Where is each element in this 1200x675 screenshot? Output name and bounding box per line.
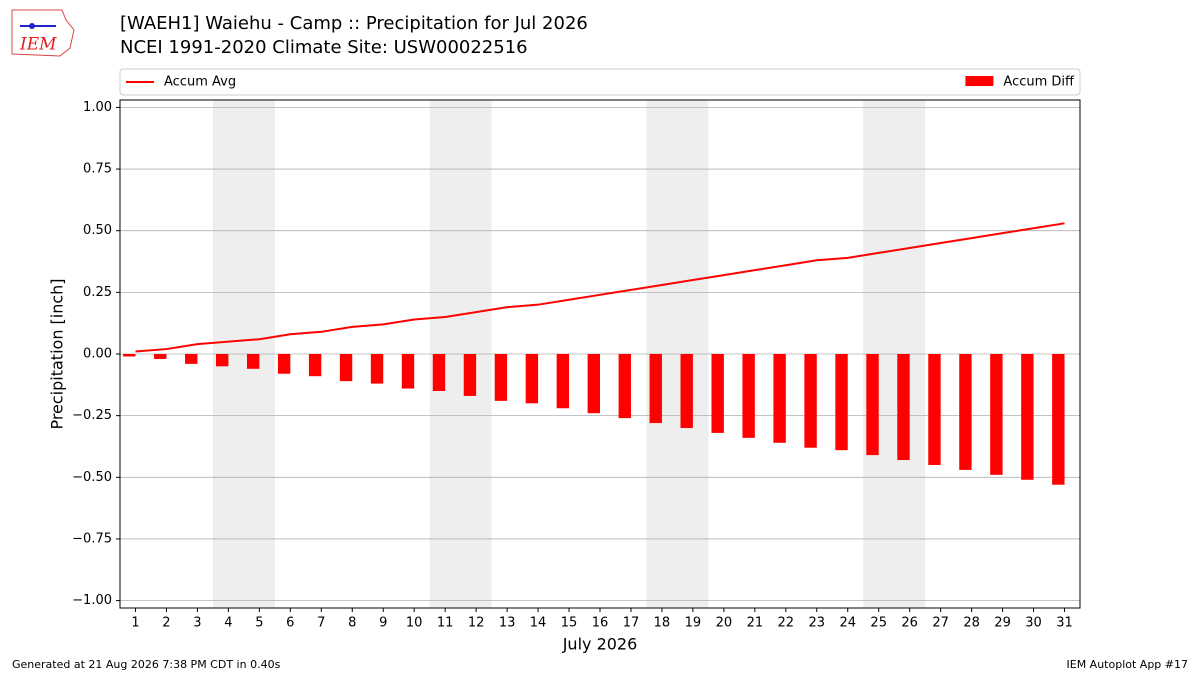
bar bbox=[959, 354, 972, 470]
x-tick-label: 6 bbox=[286, 616, 294, 631]
chart-title: [WAEH1] Waiehu - Camp :: Precipitation f… bbox=[120, 13, 588, 34]
x-tick-label: 3 bbox=[193, 616, 201, 631]
bar bbox=[680, 354, 693, 428]
bar bbox=[928, 354, 941, 465]
x-tick-label: 12 bbox=[468, 616, 485, 631]
bar bbox=[525, 354, 539, 404]
footer-left: Generated at 21 Aug 2026 7:38 PM CDT in … bbox=[12, 658, 281, 671]
line bbox=[135, 222, 1065, 353]
bar bbox=[246, 354, 260, 369]
logo: IEM bbox=[11, 9, 75, 57]
bar bbox=[804, 354, 817, 448]
x-tick-label: 21 bbox=[747, 616, 764, 631]
x-tick-label: 26 bbox=[901, 616, 918, 631]
x-tick-label: 9 bbox=[379, 616, 387, 631]
x-tick-label: 4 bbox=[224, 616, 232, 631]
y-tick-label: −0.75 bbox=[72, 531, 112, 546]
legend-swatch bbox=[965, 76, 994, 86]
x-tick-label: 10 bbox=[406, 616, 423, 631]
x-tick-label: 31 bbox=[1056, 616, 1073, 631]
logo-icon bbox=[29, 23, 35, 29]
y-tick-label: 1.00 bbox=[83, 100, 112, 115]
bar bbox=[1052, 354, 1065, 485]
x-tick-label: 5 bbox=[255, 616, 263, 631]
bar bbox=[463, 354, 477, 396]
x-tick-label: 25 bbox=[870, 616, 887, 631]
legend-label: Accum Diff bbox=[1003, 75, 1075, 90]
x-tick-label: 18 bbox=[654, 616, 671, 631]
bar bbox=[1021, 354, 1034, 480]
legend-label: Accum Avg bbox=[164, 75, 236, 90]
x-tick-label: 16 bbox=[592, 616, 609, 631]
bar bbox=[618, 354, 631, 419]
bar bbox=[897, 354, 910, 461]
bar bbox=[154, 354, 167, 359]
x-tick-label: 29 bbox=[994, 616, 1011, 631]
x-tick-label: 7 bbox=[317, 616, 325, 631]
x-tick-label: 19 bbox=[685, 616, 702, 631]
bar bbox=[432, 354, 446, 391]
bar bbox=[556, 354, 570, 409]
x-tick-label: 11 bbox=[437, 616, 454, 631]
y-tick-label: −0.50 bbox=[72, 470, 112, 485]
y-tick-label: −1.00 bbox=[72, 593, 112, 608]
footer-right: IEM Autoplot App #17 bbox=[1067, 658, 1189, 671]
x-tick-label: 15 bbox=[561, 616, 578, 631]
y-tick-label: 0.50 bbox=[83, 223, 112, 238]
bar bbox=[123, 354, 136, 357]
bar bbox=[990, 354, 1003, 475]
legend-box bbox=[119, 68, 1081, 96]
bar bbox=[835, 354, 848, 451]
bar bbox=[216, 354, 229, 367]
bar bbox=[185, 354, 198, 364]
bar bbox=[401, 354, 415, 389]
x-tick-label: 20 bbox=[716, 616, 733, 631]
logo-outline bbox=[11, 9, 75, 57]
x-tick-label: 27 bbox=[932, 616, 949, 631]
x-tick-label: 8 bbox=[348, 616, 356, 631]
x-tick-label: 17 bbox=[623, 616, 640, 631]
x-tick-label: 14 bbox=[530, 616, 547, 631]
x-tick-label: 13 bbox=[499, 616, 516, 631]
y-tick-label: 0.75 bbox=[83, 162, 112, 177]
chart-subtitle: NCEI 1991-2020 Climate Site: USW00022516 bbox=[120, 37, 528, 58]
bar bbox=[494, 354, 508, 401]
bar bbox=[339, 354, 353, 382]
x-tick-label: 1 bbox=[131, 616, 139, 631]
bar bbox=[711, 354, 724, 433]
x-tick-label: 2 bbox=[162, 616, 170, 631]
x-tick-label: 28 bbox=[963, 616, 980, 631]
bar bbox=[587, 354, 600, 414]
y-tick-label: −0.25 bbox=[72, 408, 112, 423]
x-axis-label: July 2026 bbox=[562, 635, 638, 654]
bar bbox=[742, 354, 755, 438]
bar bbox=[649, 354, 662, 424]
bar bbox=[866, 354, 879, 456]
logo-text: IEM bbox=[19, 35, 57, 55]
x-tick-label: 24 bbox=[839, 616, 856, 631]
y-tick-label: 0.00 bbox=[83, 347, 112, 362]
bar bbox=[277, 354, 291, 374]
y-axis-label: Precipitation [inch] bbox=[48, 278, 67, 429]
plot-frame bbox=[119, 99, 1081, 609]
x-tick-label: 23 bbox=[809, 616, 826, 631]
bar bbox=[308, 354, 322, 377]
x-tick-label: 22 bbox=[778, 616, 795, 631]
y-tick-label: 0.25 bbox=[83, 285, 112, 300]
bar bbox=[773, 354, 786, 443]
x-tick-label: 30 bbox=[1025, 616, 1042, 631]
bar bbox=[370, 354, 384, 384]
